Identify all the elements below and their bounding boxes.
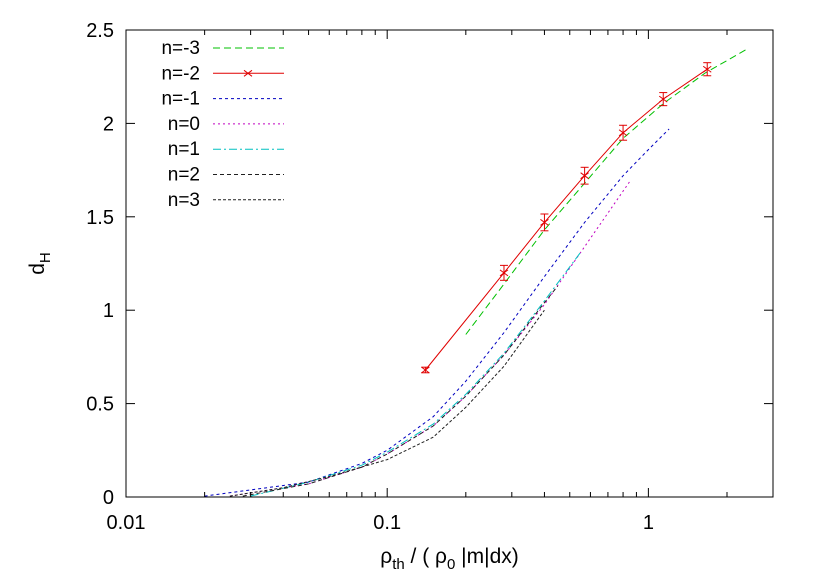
legend-label: n=3 xyxy=(168,190,200,211)
label-part: / ( ρ xyxy=(405,545,447,568)
data-point xyxy=(618,129,628,137)
x-tick-label: 1 xyxy=(643,512,654,534)
series-line-n=2 xyxy=(242,285,559,497)
data-point xyxy=(658,95,668,103)
label-part: |m|dx) xyxy=(455,545,518,568)
series-line-n=1 xyxy=(250,252,582,497)
label-subscript: 0 xyxy=(447,556,455,572)
label-subscript: H xyxy=(37,252,54,263)
series-line-n=3 xyxy=(229,309,545,497)
legend-label: n=-1 xyxy=(161,89,200,110)
legend-label: n=-3 xyxy=(161,38,200,59)
legend: n=-3 n=-2 n=-1 n=0 n=1 n=2 n=3 xyxy=(161,38,284,211)
y-tick-label: 0.5 xyxy=(86,394,114,416)
x-tick-label: 0.01 xyxy=(107,512,146,534)
series-line-n=0 xyxy=(229,181,631,497)
x-axis-label: ρth / ( ρ0 |m|dx) xyxy=(380,545,519,572)
y-tick-label: 1.5 xyxy=(86,207,114,229)
legend-label: n=1 xyxy=(168,139,200,160)
plot-frame xyxy=(125,29,774,498)
y-axis-label: dH xyxy=(26,252,54,275)
label-subscript: th xyxy=(392,556,405,572)
y-tick-label: 0 xyxy=(103,487,114,509)
y-tick-label: 2.5 xyxy=(86,20,114,42)
data-point xyxy=(580,172,589,180)
x-tick-label: 0.1 xyxy=(373,512,401,534)
label-part: d xyxy=(26,263,49,275)
plot-area xyxy=(204,48,748,497)
series-line-n=-2 xyxy=(425,68,708,371)
legend-marker xyxy=(243,69,253,77)
legend-label: n=0 xyxy=(168,114,200,135)
data-point xyxy=(421,366,430,374)
series-line-n=-1 xyxy=(204,128,670,497)
y-tick-label: 1 xyxy=(103,300,114,322)
data-point xyxy=(702,65,712,73)
data-point xyxy=(499,269,509,277)
series-line-n=-3 xyxy=(465,48,748,335)
label-part: ρ xyxy=(380,545,392,568)
legend-label: n=-2 xyxy=(161,63,200,84)
data-point xyxy=(540,219,549,226)
legend-label: n=2 xyxy=(168,165,200,186)
y-tick-label: 2 xyxy=(103,113,114,135)
